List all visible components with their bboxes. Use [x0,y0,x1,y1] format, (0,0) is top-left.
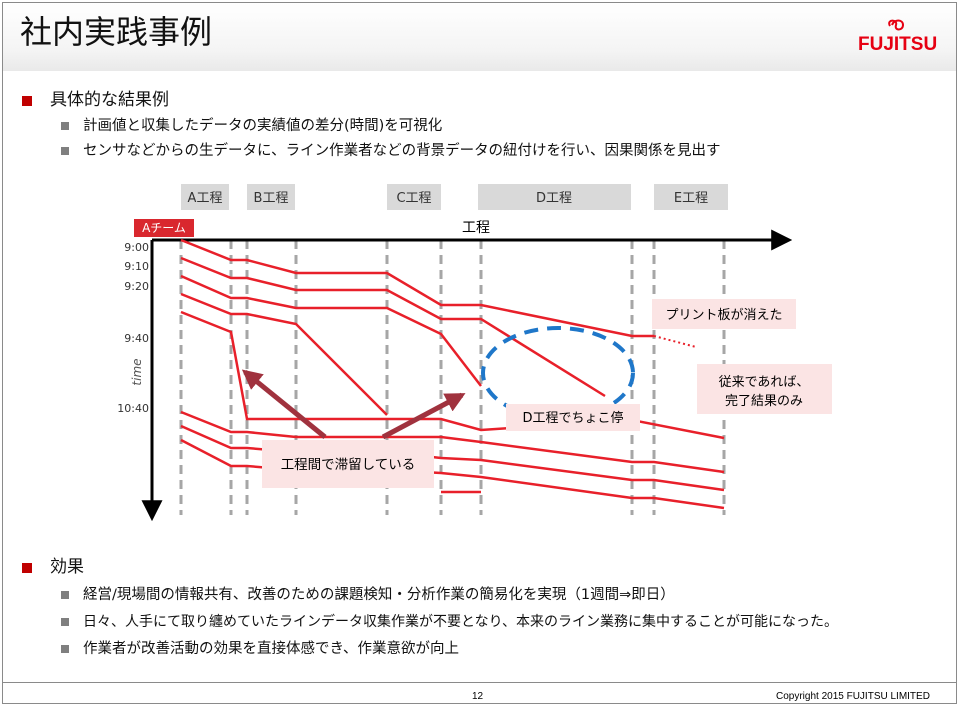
sub-bullet-marker [61,645,69,653]
fujitsu-logo: FUJITSU [858,19,937,55]
bullet-marker [22,563,32,573]
sub-bullet-marker [61,591,69,599]
section1-heading: 具体的な結果例 [50,90,169,110]
callout-print-board-text: プリント板が消えた [665,308,782,323]
section1-bullet: センサなどからの生データに、ライン作業者などの背景データの紐付けを行い、因果関係… [83,143,721,159]
page-title: 社内実践事例 [20,13,213,51]
time-tick: 10:40 [117,402,149,415]
section1-bullet: 計画値と収集したデータの実績値の差分(時間)を可視化 [83,118,443,134]
footer-divider [3,682,956,683]
section2-bullet: 作業者が改善活動の効果を直接体感でき、作業意欲が向上 [83,641,459,657]
process-box-c [387,184,441,210]
callout-stagnation-text: 工程間で滞留している [281,457,416,473]
process-label-c: C工程 [396,191,431,206]
process-box-a [181,184,229,210]
section2-bullet: 日々、人手にて取り纏めていたラインデータ収集作業が不要となり、本来のライン業務に… [83,614,839,630]
team-label: Aチーム [142,221,186,235]
time-ticks: 9:00 9:10 9:20 9:40 10:40 [117,241,149,415]
work-line [180,410,725,474]
sub-bullet-marker [61,122,69,130]
work-line [180,238,654,338]
sub-bullet-marker [61,618,69,626]
process-box-d [478,184,631,210]
y-axis-label: time [130,358,144,385]
work-line [180,274,482,387]
callout-print-board [652,299,796,329]
stagnation-arrow-right [381,392,466,440]
x-axis-label: 工程 [462,220,490,236]
logo-infinity-mark [888,19,905,31]
team-badge [134,219,194,237]
sub-bullet-marker [61,147,69,155]
copyright: Copyright 2015 FUJITSU LIMITED [776,691,930,702]
callout-short-stop [506,404,640,431]
process-label-e: E工程 [674,191,708,206]
callout-conventional-line1: 従来であれば、 [719,375,810,390]
time-tick: 9:00 [124,241,149,254]
vanished-line-dotted [653,335,697,348]
callout-short-stop-text: D工程でちょこ停 [522,410,623,426]
process-label-d: D工程 [536,191,572,206]
header-band [3,3,956,71]
process-box-b [247,184,295,210]
stagnation-arrow-left [241,369,327,439]
page-number: 12 [472,691,484,702]
callout-stagnation [262,440,434,488]
logo-wordmark: FUJITSU [858,34,937,55]
process-box-e [654,184,728,210]
time-tick: 9:20 [124,280,149,293]
process-label-b: B工程 [254,191,289,206]
time-tick: 9:10 [124,260,149,273]
callout-conventional-line2: 完了結果のみ [725,394,803,409]
work-line [180,292,388,416]
callout-conventional [697,364,832,414]
work-line [180,256,606,398]
section2-bullet: 経営/現場間の情報共有、改善のための課題検知・分析作業の簡易化を実現（1週間⇒即… [83,587,675,603]
time-tick: 9:40 [124,332,149,345]
process-label-a: A工程 [188,191,223,206]
bullet-marker [22,96,32,106]
process-headers: A工程 B工程 C工程 D工程 E工程 [181,184,728,210]
work-line [180,310,725,440]
section2-heading: 効果 [50,557,84,577]
